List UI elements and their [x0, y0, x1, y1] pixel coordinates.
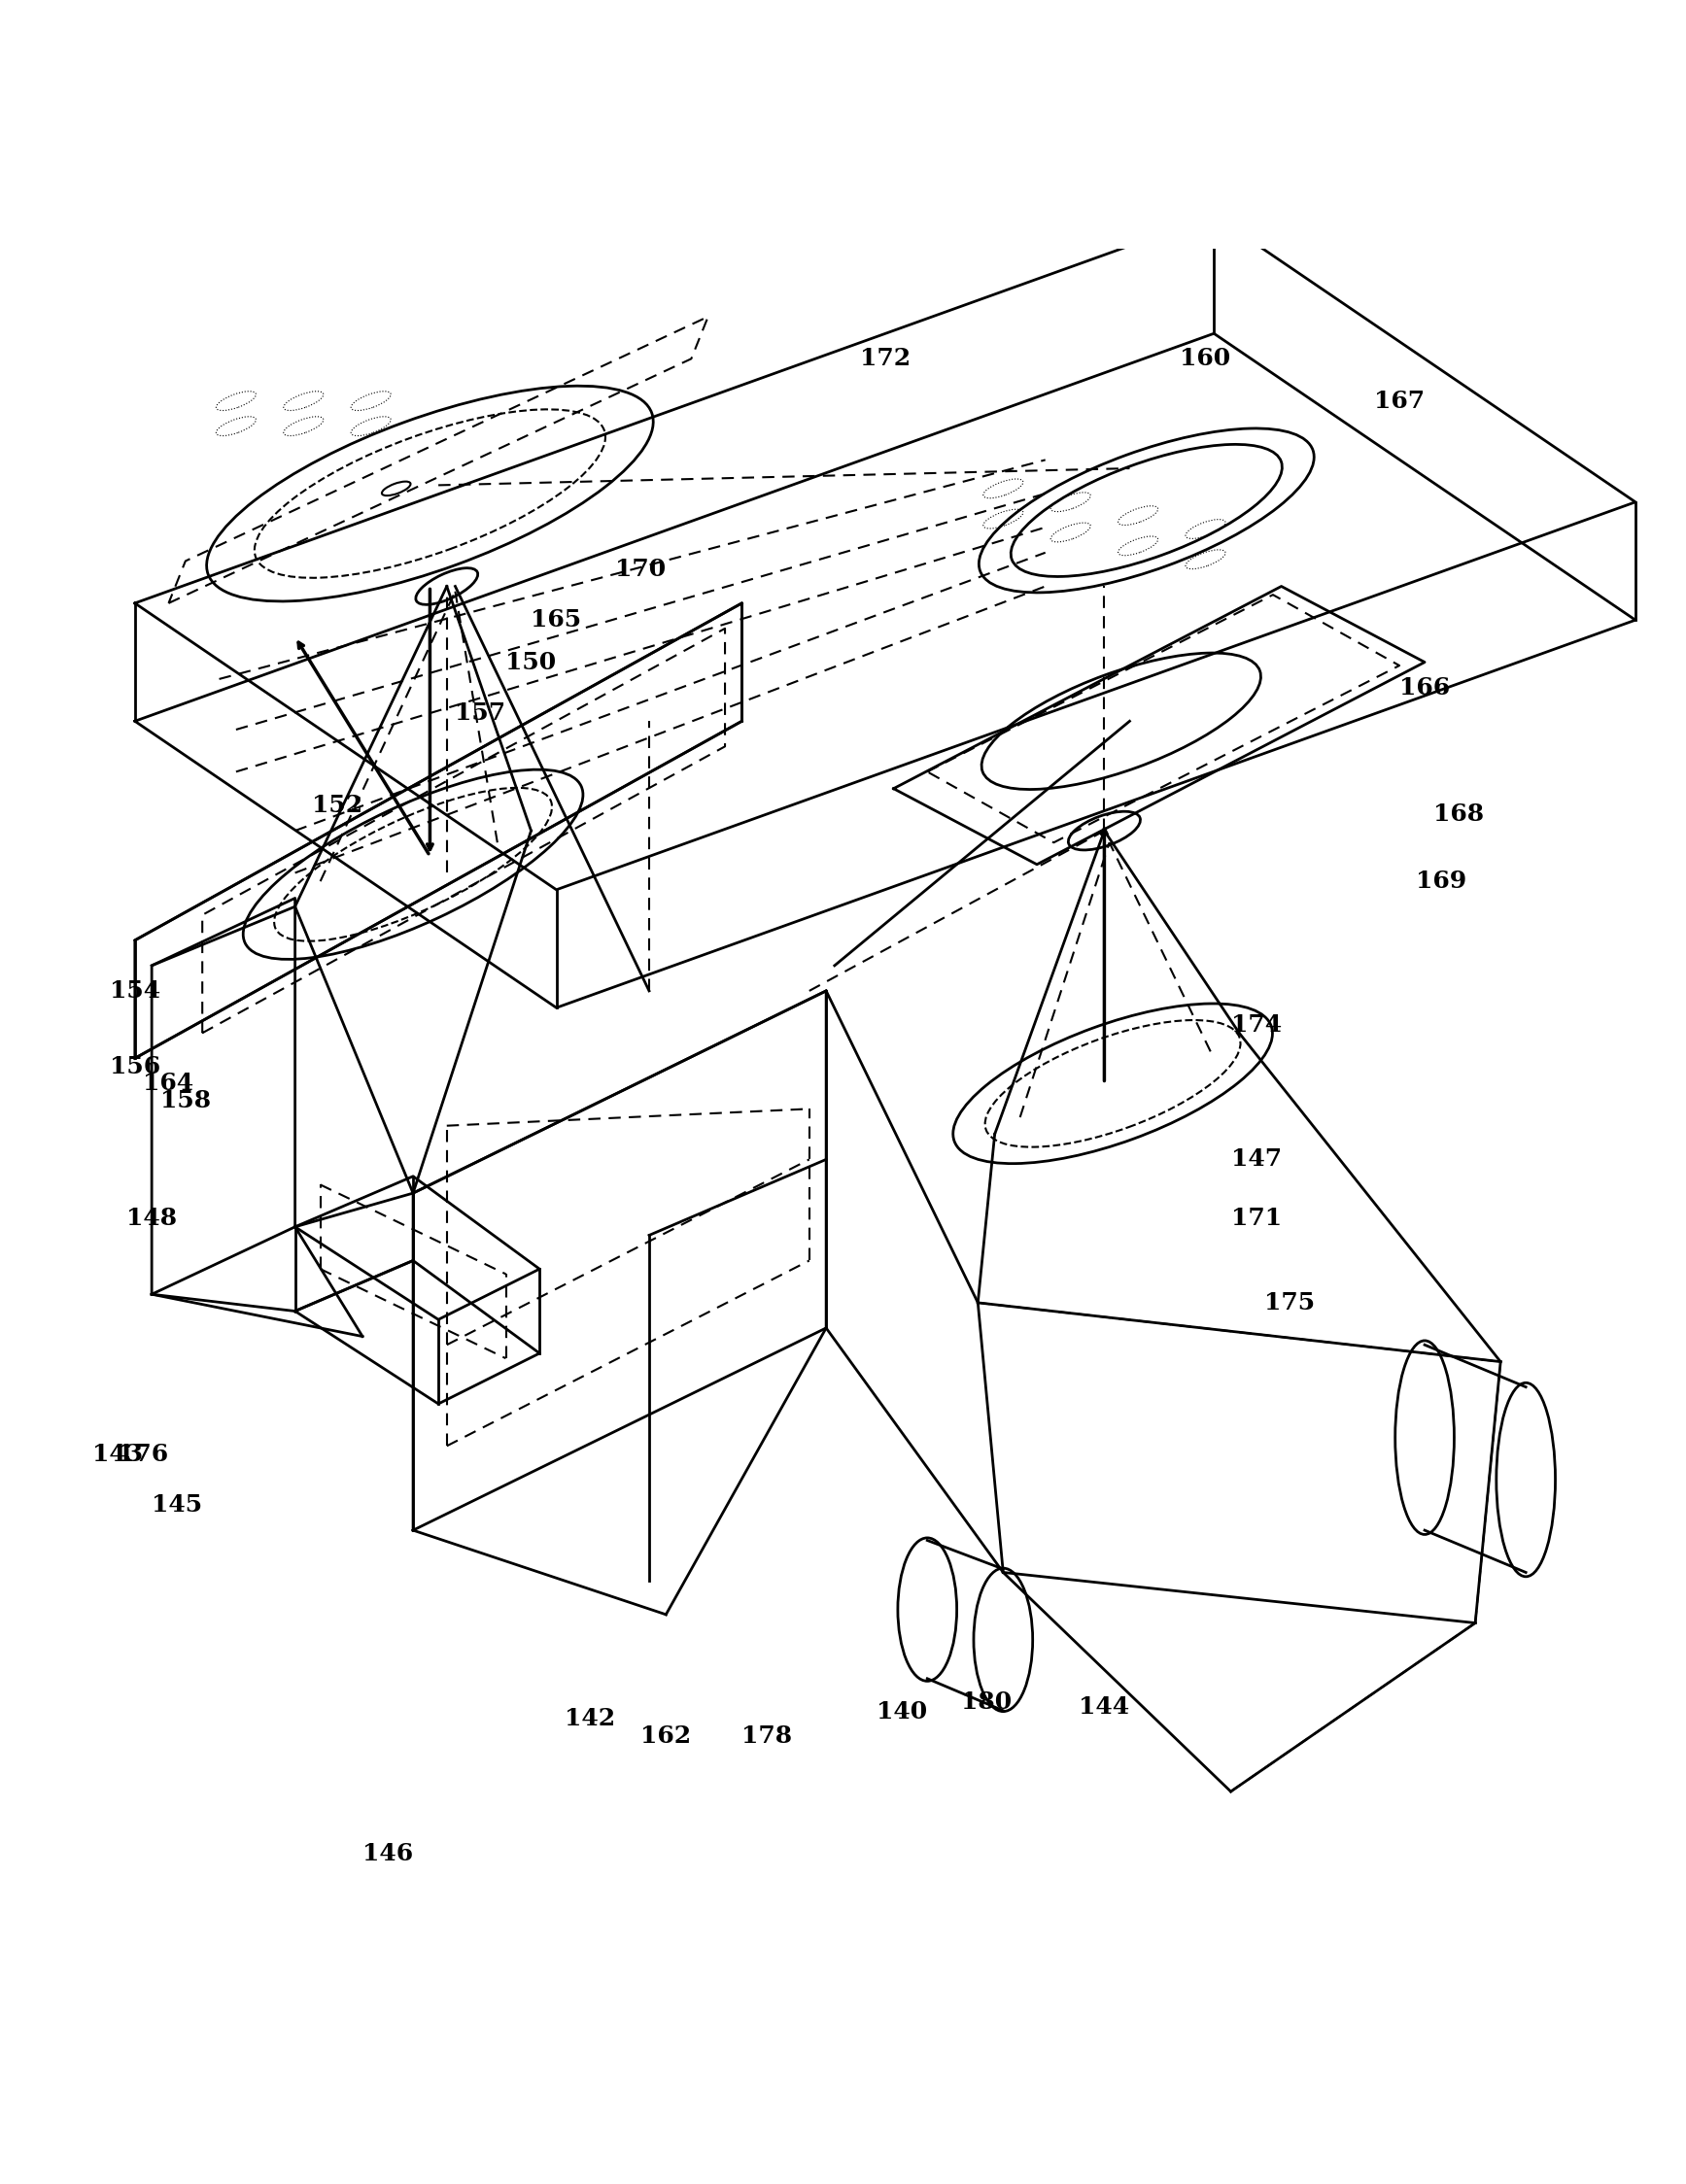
Text: 180: 180 — [961, 1690, 1012, 1714]
Text: 148: 148 — [126, 1208, 177, 1230]
Text: 145: 145 — [152, 1494, 202, 1516]
Text: 147: 147 — [1231, 1149, 1281, 1171]
Text: 144: 144 — [1079, 1695, 1130, 1719]
Text: 166: 166 — [1399, 675, 1450, 699]
Text: 169: 169 — [1416, 869, 1467, 893]
Text: 154: 154 — [110, 978, 160, 1002]
Text: 172: 172 — [860, 347, 910, 371]
Text: 170: 170 — [615, 557, 666, 581]
Text: 162: 162 — [641, 1723, 691, 1747]
Text: 150: 150 — [506, 651, 556, 675]
Text: 174: 174 — [1231, 1013, 1281, 1035]
Text: 178: 178 — [742, 1723, 792, 1747]
Text: 167: 167 — [1374, 389, 1425, 413]
Text: 143: 143 — [93, 1444, 143, 1465]
Text: 140: 140 — [877, 1701, 927, 1723]
Text: 168: 168 — [1433, 802, 1484, 826]
Text: 164: 164 — [143, 1072, 194, 1094]
Text: 165: 165 — [531, 609, 582, 631]
Text: 142: 142 — [565, 1708, 615, 1730]
Text: 160: 160 — [1180, 347, 1231, 371]
Text: 171: 171 — [1231, 1208, 1281, 1230]
Text: 158: 158 — [160, 1090, 211, 1112]
Text: 157: 157 — [455, 701, 506, 725]
Text: 146: 146 — [362, 1843, 413, 1865]
Text: 175: 175 — [1264, 1291, 1315, 1315]
Text: 152: 152 — [312, 793, 362, 817]
Text: 156: 156 — [110, 1055, 160, 1079]
Text: 176: 176 — [118, 1444, 169, 1465]
